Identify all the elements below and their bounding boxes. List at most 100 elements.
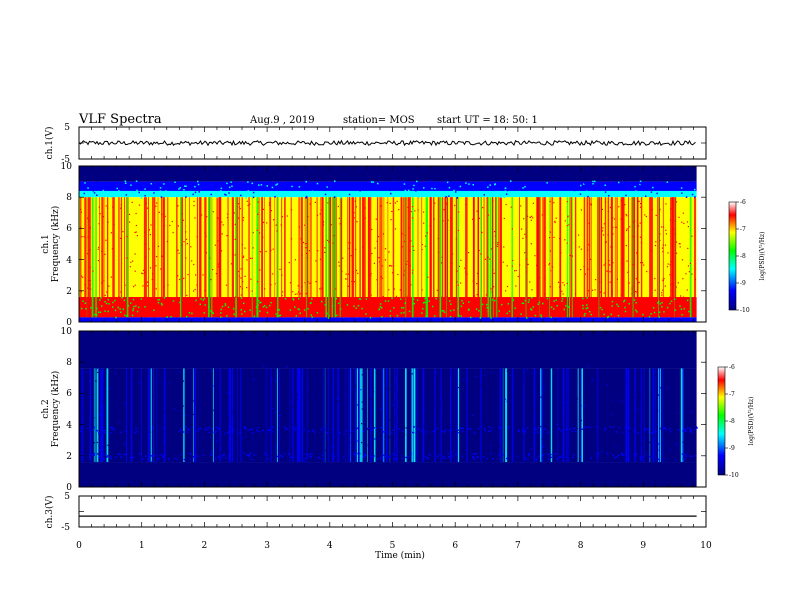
spectrogram-speckle [569, 254, 571, 257]
spectrogram-speckle [80, 291, 82, 293]
spectrogram-speckle [662, 441, 664, 443]
spectrogram-speckle [654, 277, 656, 280]
spectrogram-speckle [529, 281, 531, 283]
spectrogram-speckle [96, 441, 98, 444]
spectrogram-speckle [365, 298, 368, 300]
spectrogram-speckle [370, 458, 372, 461]
spectrogram-speckle [425, 431, 428, 433]
spectrogram-streak [381, 368, 383, 463]
spectrogram-speckle [115, 402, 117, 404]
spectrogram-speckle [311, 298, 313, 300]
spectrogram-streak [306, 197, 308, 318]
spectrogram-streak [597, 368, 599, 463]
spectrogram-speckle [110, 196, 113, 198]
spectrogram-streak [479, 368, 482, 463]
spectrogram-speckle [584, 273, 586, 275]
spectrogram-speckle [97, 260, 99, 262]
spectrogram-speckle [620, 294, 622, 296]
spectrogram-speckle [159, 187, 162, 189]
spectrogram-speckle [532, 431, 534, 433]
spectrogram-speckle [633, 299, 636, 301]
spectrogram-speckle [688, 271, 690, 273]
spectrogram-speckle [297, 455, 300, 457]
spectrogram-speckle [314, 201, 316, 203]
spectrogram-streak [101, 197, 104, 318]
spectrogram-speckle [379, 306, 382, 308]
spectrogram-speckle [602, 227, 604, 229]
spectrogram-streak [324, 368, 326, 463]
spectrogram-streak [479, 368, 481, 463]
spectrogram-speckle [466, 386, 468, 388]
spectrogram-streak [152, 368, 154, 463]
spectrogram-speckle [412, 206, 414, 208]
spectrogram-streak [199, 197, 201, 318]
spectrogram-speckle [640, 262, 642, 264]
spectrogram-streak [394, 368, 395, 463]
spectrogram-speckle [121, 185, 124, 187]
spectrogram-speckle [154, 447, 156, 449]
spectrogram-streak [550, 368, 553, 463]
spectrogram-speckle [533, 407, 535, 409]
spectrogram-streak [370, 197, 372, 318]
spectrogram-streak [103, 368, 105, 463]
spectrogram-speckle [677, 380, 679, 382]
spectrogram-speckle [390, 192, 392, 195]
spectrogram-streak [251, 197, 253, 318]
spectrogram-streak [153, 368, 155, 463]
spectrogram-speckle [482, 207, 484, 209]
spectrogram-streak [444, 197, 446, 318]
spectrogram-streak [363, 197, 364, 318]
spectrogram-speckle [162, 456, 164, 458]
spectrogram-streak [229, 368, 232, 463]
spectrogram-streak [194, 368, 196, 463]
spectrogram-speckle [611, 293, 613, 295]
spectrogram-speckle [510, 180, 512, 182]
spectrogram-streak [414, 368, 416, 463]
spectrogram-speckle [96, 368, 98, 370]
spectrogram-speckle [157, 301, 160, 304]
spectrogram-speckle [186, 243, 188, 245]
spectrogram-speckle [679, 246, 681, 248]
spectrogram-speckle [576, 427, 578, 430]
spectrogram-streak [331, 197, 333, 318]
spectrogram-speckle [477, 427, 480, 430]
spectrogram-streak [109, 368, 112, 463]
spectrogram-speckle [163, 440, 165, 442]
spectrogram-speckle [695, 182, 697, 184]
spectrogram-streak [638, 368, 640, 463]
spectrogram-speckle [317, 250, 319, 252]
spectrogram-streak [570, 197, 573, 318]
spectrogram-speckle [528, 455, 530, 457]
spectrogram-speckle [399, 461, 401, 463]
spectrogram-speckle [373, 427, 375, 429]
spectrogram-streak [399, 368, 401, 463]
spectrogram-speckle [393, 458, 395, 460]
ch1-colorbar [728, 201, 737, 311]
spectrogram-speckle [168, 419, 170, 421]
spectrogram-speckle [102, 216, 104, 218]
spectrogram-streak [653, 368, 655, 463]
spectrogram-speckle [533, 431, 535, 434]
spectrogram-speckle [519, 418, 521, 420]
spectrogram-speckle [543, 428, 546, 430]
spectrogram-speckle [273, 457, 275, 459]
spectrogram-speckle [583, 183, 585, 185]
spectrogram-speckle [370, 181, 373, 183]
spectrogram-speckle [512, 299, 515, 301]
spectrogram-speckle [461, 430, 464, 432]
spectrogram-speckle [579, 392, 581, 394]
spectrogram-streak [662, 197, 664, 318]
spectrogram-speckle [262, 221, 265, 223]
spectrogram-speckle [82, 300, 84, 302]
spectrogram-streak [352, 197, 355, 318]
spectrogram-speckle [544, 277, 546, 280]
spectrogram-speckle [477, 456, 479, 458]
spectrogram-speckle [661, 306, 663, 308]
spectrogram-speckle [499, 428, 501, 430]
spectrogram-streak [227, 197, 229, 318]
spectrogram-streak [272, 368, 274, 463]
spectrogram-speckle [530, 308, 532, 310]
spectrogram-speckle [183, 241, 185, 243]
spectrogram-speckle [146, 281, 148, 283]
spectrogram-speckle [667, 386, 669, 388]
